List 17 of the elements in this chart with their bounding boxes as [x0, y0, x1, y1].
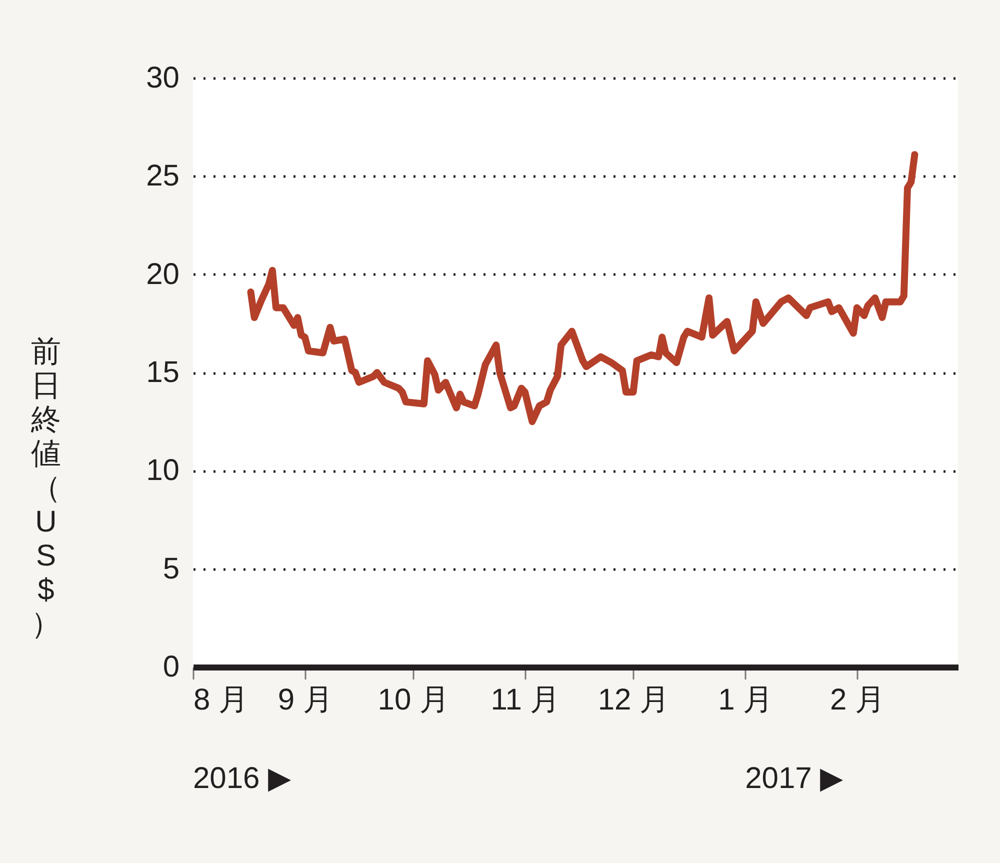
- x-tick-label: 11 月: [490, 684, 560, 716]
- y-tick-label: 0: [162, 650, 180, 684]
- x-tick-label: 10 月: [378, 684, 450, 716]
- y-tick-label: 20: [146, 258, 180, 291]
- x-tick-label: 2 月: [830, 684, 885, 716]
- x-tick-label: 8 月: [194, 684, 249, 716]
- text: 2016 ▶: [193, 762, 292, 795]
- y-tick-label: 15: [146, 356, 180, 389]
- x-tick-label: 12 月: [598, 684, 670, 716]
- y-tick-label: 25: [146, 160, 180, 193]
- x-tick-label: 9 月: [278, 684, 333, 716]
- text: 2017 ▶: [745, 762, 844, 795]
- y-tick-label: 30: [146, 62, 180, 94]
- x-tick-label: 1 月: [718, 684, 774, 716]
- y-tick-label: 10: [146, 454, 180, 488]
- y-tick-label: 5: [162, 552, 180, 586]
- text: 前日終値（US$）: [31, 336, 61, 640]
